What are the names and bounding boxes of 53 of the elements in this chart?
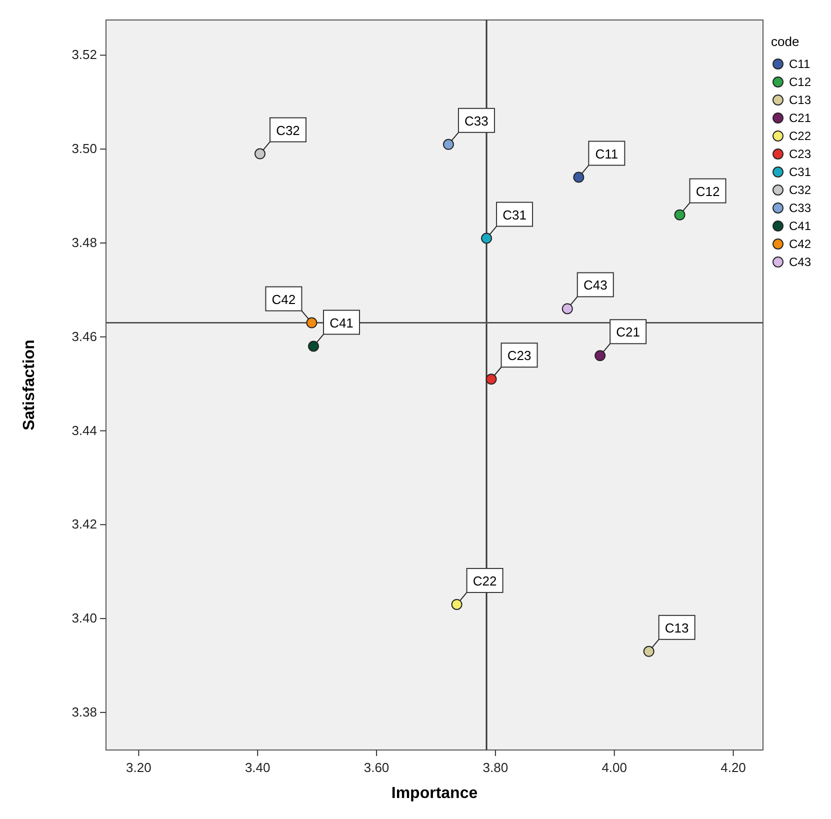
- text: C43: [583, 278, 608, 293]
- point: [674, 209, 686, 220]
- point: [594, 350, 606, 362]
- text: C42: [272, 292, 296, 307]
- text: C13: [664, 620, 689, 636]
- x-tick-label: 4.00: [602, 760, 628, 775]
- text: C31: [502, 207, 526, 222]
- legend-title: code: [771, 34, 800, 49]
- y-tick-label: 3.42: [72, 516, 97, 532]
- legend-label: C13: [789, 93, 812, 107]
- legend-label: C21: [789, 111, 812, 125]
- y-tick-label: 3.50: [72, 141, 97, 156]
- legend-label: C23: [789, 147, 812, 161]
- point: [643, 646, 654, 657]
- text: C22: [472, 573, 497, 588]
- text: C32: [276, 122, 300, 138]
- y-tick-label: 3.44: [72, 422, 97, 438]
- point: [481, 232, 492, 244]
- text: C23: [507, 348, 532, 364]
- legend-label: C11: [789, 57, 810, 71]
- x-axis-title: Importance: [391, 785, 478, 802]
- point: [573, 172, 584, 183]
- x-tick-label: 4.20: [720, 760, 746, 775]
- y-tick-label: 3.38: [72, 704, 97, 720]
- legend-label: C22: [789, 129, 812, 143]
- legend-label: C31: [789, 165, 812, 179]
- point: [254, 148, 266, 160]
- y-axis-title: Satisfaction: [21, 340, 38, 430]
- legend-label: C32: [789, 183, 812, 197]
- text: C41: [789, 219, 812, 233]
- legend-label: C41: [330, 315, 354, 330]
- y-tick-label: 3.48: [72, 234, 97, 250]
- y-tick-label: 3.40: [72, 610, 97, 626]
- point: [308, 340, 320, 352]
- y-tick-label: 3.52: [72, 47, 97, 62]
- point: [442, 138, 454, 150]
- text: C12: [696, 184, 720, 199]
- x-tick-label: 3.20: [126, 760, 152, 775]
- y-tick-label: 3.46: [72, 328, 97, 344]
- x-tick-label: 3.60: [364, 760, 390, 775]
- legend-label: C43: [789, 255, 812, 269]
- x-tick-label: 3.80: [482, 760, 508, 775]
- point: [451, 598, 462, 610]
- text: C21: [616, 324, 640, 340]
- point: [562, 303, 573, 314]
- legend-label: C42: [789, 237, 812, 251]
- legend-label: C12: [789, 75, 812, 89]
- text: C33: [464, 113, 488, 128]
- point: [306, 317, 318, 328]
- text: C11: [595, 146, 618, 162]
- point: [486, 374, 497, 385]
- x-tick-label: 3.40: [244, 760, 270, 775]
- legend-label: C33: [789, 201, 812, 215]
